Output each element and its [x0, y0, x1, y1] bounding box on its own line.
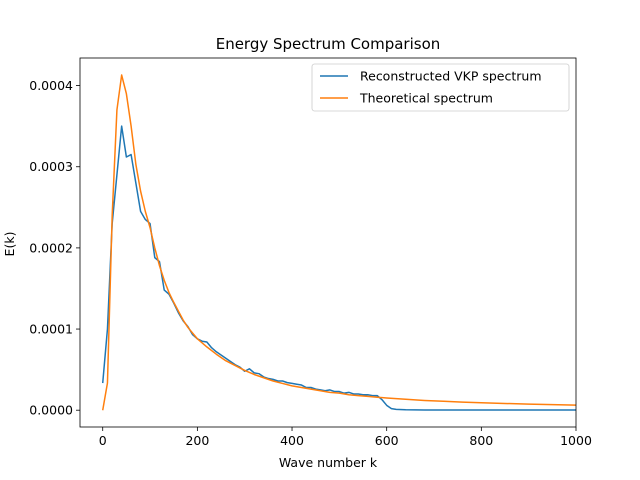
x-tick-label: 600 — [375, 433, 399, 448]
axes-frame — [79, 57, 577, 428]
x-tick-label: 800 — [469, 433, 493, 448]
y-tick-label: 0.0002 — [29, 240, 73, 255]
x-axis-label: Wave number k — [279, 455, 378, 470]
y-tick-label: 0.0004 — [29, 78, 73, 93]
x-tick-label: 200 — [185, 433, 209, 448]
x-tick-label: 1000 — [560, 433, 592, 448]
x-tick-label: 0 — [99, 433, 107, 448]
chart-title: Energy Spectrum Comparison — [216, 35, 441, 53]
legend-box — [311, 63, 570, 112]
axes: 0 200 400 600 800 1000 0.0000 0.0001 0.0002 0.000… — [29, 57, 592, 448]
series-line-2 — [101, 74, 576, 411]
legend: Reconstructed VKP spectrum Theoretical sp… — [311, 63, 570, 112]
y-tick-label: 0.0003 — [29, 159, 73, 174]
x-tick-label: 400 — [280, 433, 304, 448]
y-axis-label: E(k) — [2, 232, 17, 257]
y-tick-label: 0.0001 — [29, 322, 73, 337]
plot-area — [101, 74, 576, 411]
y-tick-label: 0.0000 — [29, 403, 73, 418]
legend-label-2: Theoretical spectrum — [359, 91, 493, 106]
legend-label-1: Reconstructed VKP spectrum — [360, 69, 542, 84]
